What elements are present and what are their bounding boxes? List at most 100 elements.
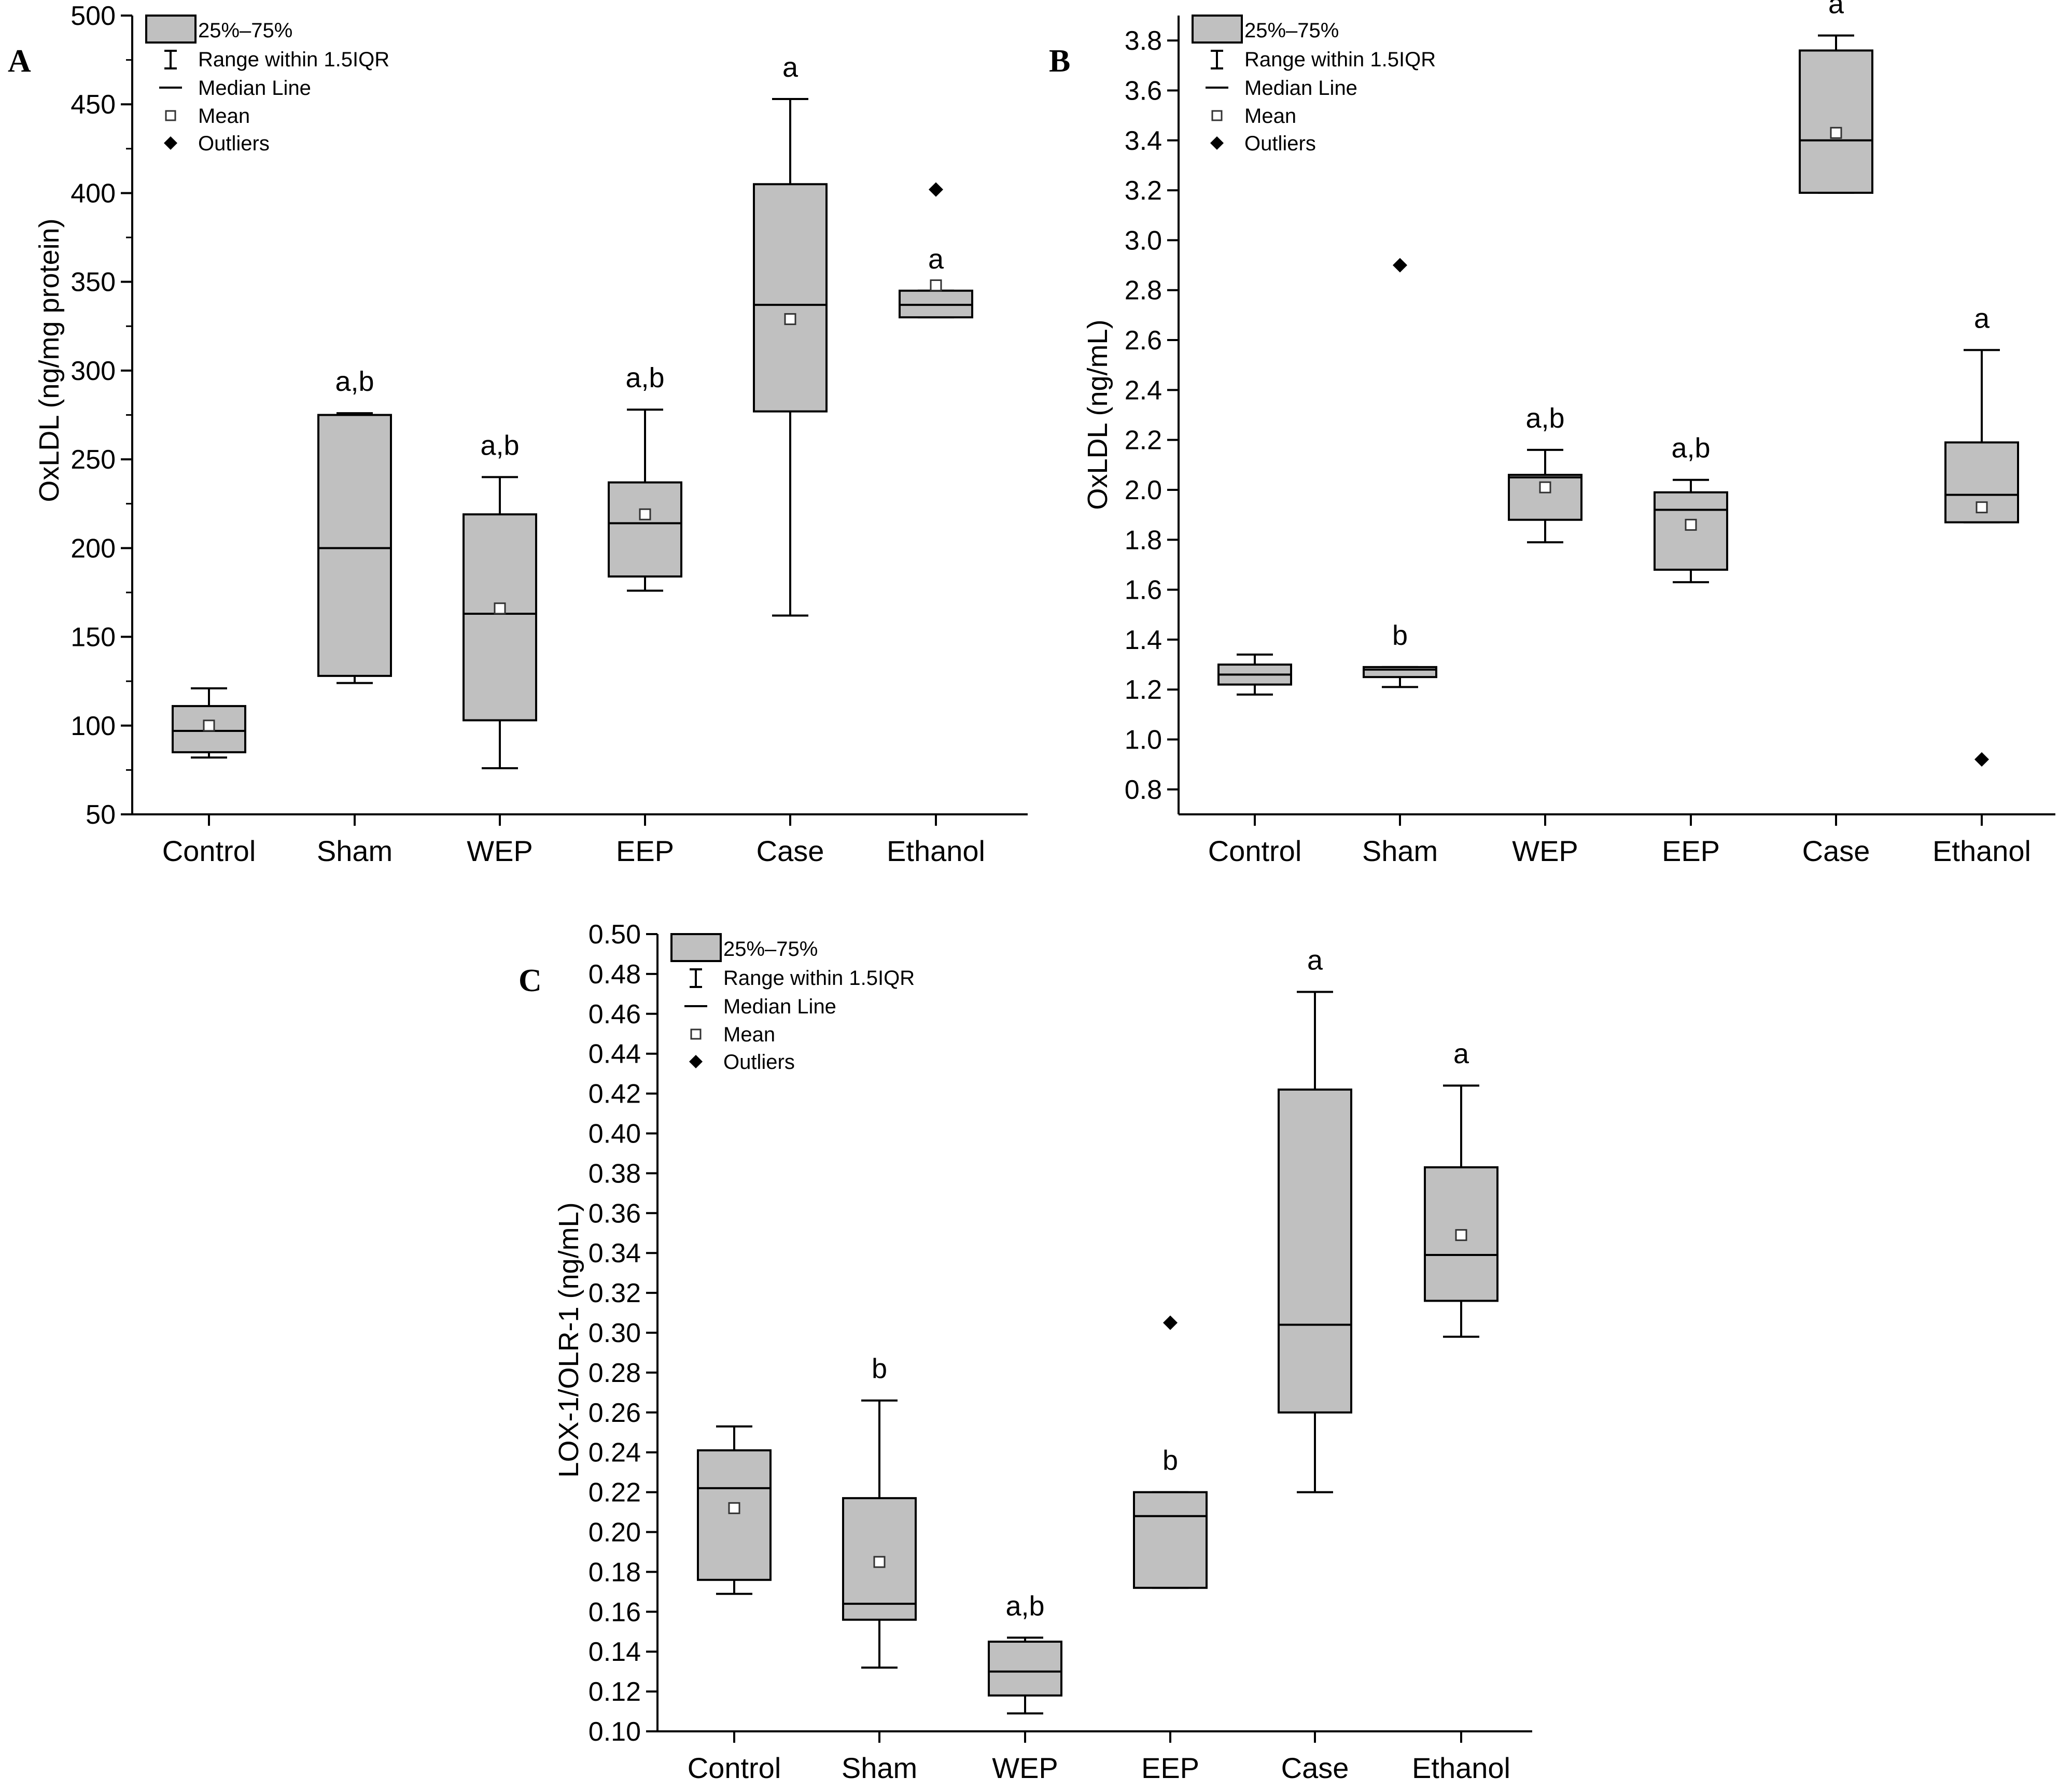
legend: 25%–75% Range within 1.5IQR Median Line Mea… xyxy=(670,933,915,1074)
legend-box-swatch xyxy=(670,933,722,962)
y-tick-label: 2.2 xyxy=(1125,426,1162,456)
legend-outlier-symbol xyxy=(1210,136,1224,150)
y-tick-label: 2.8 xyxy=(1125,276,1162,306)
x-tick-label: WEP xyxy=(1512,835,1578,867)
significance-letter: a xyxy=(928,244,944,275)
y-tick-label: 0.14 xyxy=(589,1637,641,1667)
x-tick-label: Control xyxy=(688,1752,781,1784)
y-tick-label: 0.10 xyxy=(589,1717,641,1747)
y-tick-label: 350 xyxy=(71,267,116,298)
y-tick-label: 0.18 xyxy=(589,1557,641,1587)
y-tick-label: 1.8 xyxy=(1125,525,1162,555)
significance-letter: a,b xyxy=(480,430,519,461)
y-tick-label: 0.12 xyxy=(589,1677,641,1707)
panel-letter: C xyxy=(519,963,542,998)
iqr-box xyxy=(1799,49,1873,194)
y-tick-label: 0.16 xyxy=(589,1597,641,1627)
x-tick-label: Sham xyxy=(1362,835,1438,867)
iqr-box xyxy=(1133,1491,1208,1589)
mean-marker xyxy=(494,602,506,615)
legend-label: Mean xyxy=(723,1023,775,1046)
mean-marker xyxy=(1455,1229,1467,1241)
legend-label: Median Line xyxy=(198,77,311,100)
legend-label: Range within 1.5IQR xyxy=(723,967,915,990)
outlier-point xyxy=(1393,258,1407,273)
y-tick-label: 0.22 xyxy=(589,1478,641,1508)
y-tick-label: 0.36 xyxy=(589,1198,641,1229)
mean-marker xyxy=(203,719,215,732)
y-tick-label: 450 xyxy=(71,90,116,120)
y-tick-label: 200 xyxy=(71,533,116,563)
y-tick-label: 0.44 xyxy=(589,1039,641,1069)
panel-letter: A xyxy=(8,44,31,79)
iqr-box xyxy=(988,1640,1062,1697)
legend-label: 25%–75% xyxy=(1244,19,1339,42)
legend-label: 25%–75% xyxy=(198,19,292,42)
y-tick-label: 250 xyxy=(71,445,116,475)
significance-letter: a xyxy=(782,52,799,83)
chart-panel-a: 50 100 150 200 250 300 350 400 450 500 OxLDL (ng/m… xyxy=(8,1,1028,867)
significance-letter: a xyxy=(1828,0,1844,20)
y-tick-label: 0.32 xyxy=(589,1278,641,1308)
significance-letter: a xyxy=(1307,945,1323,976)
y-axis-label: OxLDL (ng/mg protein) xyxy=(34,218,65,502)
x-tick-label: Ethanol xyxy=(887,835,985,867)
significance-letter: b xyxy=(872,1353,887,1385)
x-tick-label: Sham xyxy=(317,835,393,867)
outlier-point xyxy=(1974,752,1989,767)
x-tick-label: WEP xyxy=(992,1752,1058,1784)
legend: 25%–75% Range within 1.5IQR Median Line Mea… xyxy=(1192,15,1436,155)
mean-marker xyxy=(1685,518,1697,531)
mean-marker xyxy=(1539,481,1551,493)
y-tick-label: 3.0 xyxy=(1125,225,1162,256)
mean-marker xyxy=(1830,126,1842,139)
legend-label: Median Line xyxy=(723,995,836,1018)
legend-label: Median Line xyxy=(1244,77,1357,100)
y-tick-label: 0.34 xyxy=(589,1238,641,1268)
legend-mean-symbol xyxy=(690,1028,702,1040)
y-tick-label: 500 xyxy=(71,1,116,31)
legend-mean-symbol xyxy=(1211,110,1223,121)
iqr-box xyxy=(608,481,682,578)
y-tick-label: 0.38 xyxy=(589,1159,641,1189)
y-tick-label: 3.4 xyxy=(1125,126,1162,156)
legend-box-swatch xyxy=(145,15,197,44)
significance-letter: a,b xyxy=(1525,403,1564,434)
y-tick-label: 0.28 xyxy=(589,1358,641,1388)
x-tick-label: WEP xyxy=(467,835,533,867)
legend-label: Mean xyxy=(1244,105,1296,128)
legend-label: Outliers xyxy=(198,132,270,155)
mean-marker xyxy=(728,1502,740,1514)
significance-letter: a,b xyxy=(1671,433,1710,464)
legend-label: Outliers xyxy=(1244,132,1316,155)
x-tick-label: Case xyxy=(1802,835,1870,867)
iqr-box xyxy=(463,513,537,722)
y-tick-label: 0.46 xyxy=(589,999,641,1029)
iqr-box xyxy=(697,1449,772,1581)
significance-letter: a,b xyxy=(335,366,374,397)
x-tick-label: EEP xyxy=(616,835,674,867)
y-tick-label: 100 xyxy=(71,711,116,741)
chart-panel-c: 0.10 0.12 0.14 0.16 0.18 0.20 0.22 0.24 0.26 0.28… xyxy=(519,920,1532,1784)
x-tick-label: Ethanol xyxy=(1932,835,2031,867)
y-tick-label: 0.24 xyxy=(589,1438,641,1468)
y-tick-label: 0.42 xyxy=(589,1079,641,1109)
y-tick-label: 3.6 xyxy=(1125,76,1162,106)
x-tick-label: Control xyxy=(162,835,256,867)
mean-marker xyxy=(930,279,942,292)
legend-outlier-symbol xyxy=(689,1055,703,1068)
iqr-box xyxy=(317,414,392,677)
x-tick-label: Control xyxy=(1208,835,1302,867)
mean-marker xyxy=(873,1556,886,1568)
x-tick-label: Ethanol xyxy=(1412,1752,1510,1784)
significance-letter: b xyxy=(1392,620,1408,651)
y-tick-label: 0.40 xyxy=(589,1119,641,1149)
significance-letter: b xyxy=(1162,1445,1178,1476)
y-tick-label: 3.8 xyxy=(1125,26,1162,56)
y-tick-label: 1.4 xyxy=(1125,625,1162,655)
mean-marker xyxy=(784,313,796,326)
outlier-point xyxy=(1163,1315,1178,1330)
y-tick-label: 0.50 xyxy=(589,920,641,950)
x-tick-label: EEP xyxy=(1141,1752,1199,1784)
significance-letter: a,b xyxy=(1005,1590,1044,1621)
